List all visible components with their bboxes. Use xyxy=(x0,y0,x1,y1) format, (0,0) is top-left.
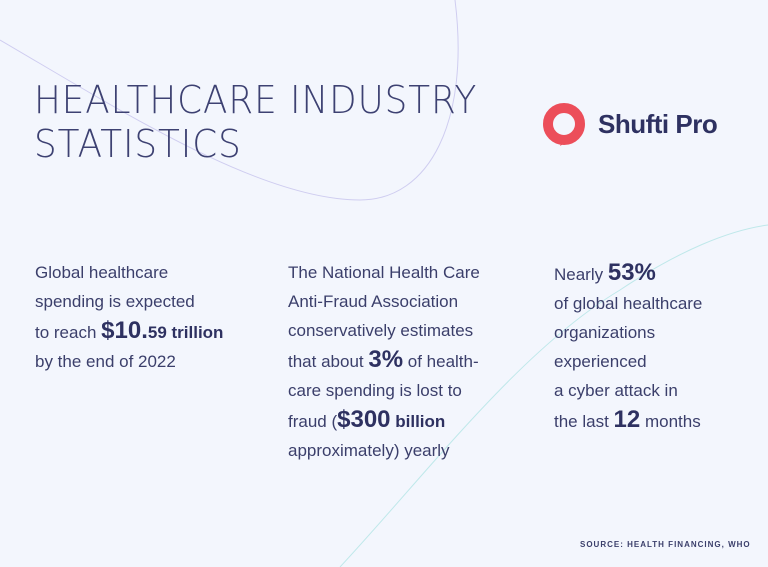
text: to reach xyxy=(35,323,102,342)
highlight: billion xyxy=(390,412,446,431)
highlight: 12 xyxy=(613,406,641,433)
text: Anti-Fraud Association xyxy=(288,292,459,311)
stat-line: experienced xyxy=(554,347,702,376)
stat-line: approximately) yearly xyxy=(288,436,480,465)
stat-line: of global healthcare xyxy=(554,289,702,318)
stat-line: conservatively estimates xyxy=(288,316,480,345)
logo-text: Shufti Pro xyxy=(598,108,718,139)
stat-line: Anti-Fraud Association xyxy=(288,287,480,316)
stat-line: spending is expected xyxy=(35,287,223,316)
title: HEALTHCARE INDUSTRY STATISTICS xyxy=(34,78,477,166)
highlight: 59 trillion xyxy=(147,323,224,342)
text: a cyber attack in xyxy=(554,381,678,400)
text: by the end of 2022 xyxy=(35,352,176,371)
highlight: 3% xyxy=(368,346,404,373)
stat-line: organizations xyxy=(554,318,702,347)
stat-line: Global healthcare xyxy=(35,258,223,287)
text: spending is expected xyxy=(35,292,195,311)
stat-line: by the end of 2022 xyxy=(35,347,223,376)
text: Nearly xyxy=(554,265,608,284)
stat-line: care spending is lost to xyxy=(288,376,480,405)
logo: Shufti Pro xyxy=(540,100,718,148)
stat-block: The National Health Care Anti-Fraud Asso… xyxy=(288,258,480,465)
highlight: 53% xyxy=(607,259,656,286)
stat-line: a cyber attack in xyxy=(554,376,702,405)
text: that about xyxy=(288,352,369,371)
curve xyxy=(0,0,459,201)
logo-ring xyxy=(543,103,585,145)
text: experienced xyxy=(554,352,647,371)
text: fraud ( xyxy=(288,412,338,431)
logo-tail xyxy=(560,136,570,146)
text: months xyxy=(640,412,701,431)
stat-line: to reach $10.59 trillion xyxy=(35,316,223,347)
text: approximately) yearly xyxy=(288,441,450,460)
stat-line: that about 3% of health- xyxy=(288,345,480,376)
text: the last xyxy=(554,412,614,431)
highlight: $10. xyxy=(101,317,148,344)
text: organizations xyxy=(554,323,656,342)
title-line: HEALTHCARE INDUSTRY xyxy=(34,78,478,122)
highlight: $300 xyxy=(337,406,391,433)
title-line: STATISTICS xyxy=(34,122,242,166)
stat-line: the last 12 months xyxy=(554,405,702,436)
source: SOURCE: HEALTH FINANCING, WHO xyxy=(580,540,751,549)
logo-icon xyxy=(543,103,585,146)
stat-block: Global healthcare spending is expected t… xyxy=(35,258,223,376)
stat-line: Nearly 53% xyxy=(554,258,702,289)
text: of health- xyxy=(403,352,479,371)
text: care spending is lost to xyxy=(288,381,462,400)
stat-line: The National Health Care xyxy=(288,258,480,287)
text: of global healthcare xyxy=(554,294,703,313)
text: Global healthcare xyxy=(35,263,169,282)
curve xyxy=(339,224,768,567)
stat-block: Nearly 53% of global healthcare organiza… xyxy=(554,258,702,436)
text: The National Health Care xyxy=(288,263,480,282)
stat-line: fraud ($300 billion xyxy=(288,405,480,436)
text: conservatively estimates xyxy=(288,321,474,340)
